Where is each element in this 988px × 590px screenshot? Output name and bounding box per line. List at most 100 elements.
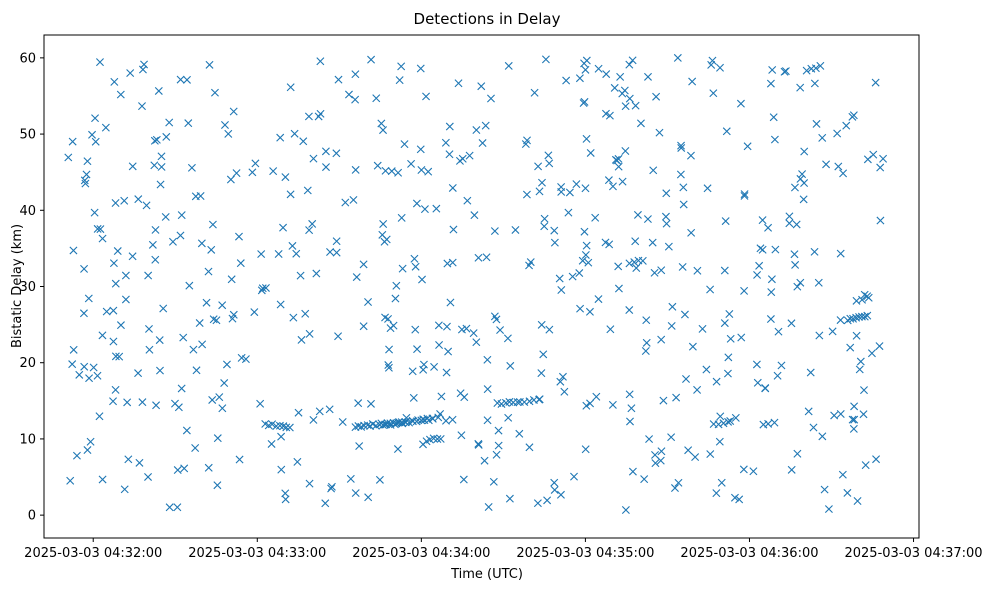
detection-point <box>397 213 406 222</box>
detection-point <box>753 378 762 387</box>
detection-point <box>156 180 165 189</box>
detection-point <box>584 258 593 267</box>
detection-point <box>235 455 244 464</box>
detection-point <box>530 88 539 97</box>
detection-point <box>401 418 410 427</box>
detection-point <box>628 56 637 65</box>
detection-point <box>679 200 688 209</box>
detection-point <box>349 195 358 204</box>
detection-point <box>575 269 584 278</box>
detection-point <box>618 89 627 98</box>
detection-point <box>796 83 805 92</box>
detection-point <box>437 392 446 401</box>
detection-point <box>836 249 845 258</box>
detection-point <box>381 166 390 175</box>
detection-point <box>661 212 670 221</box>
detection-point <box>582 134 591 143</box>
detection-point <box>706 285 715 294</box>
detection-point <box>800 147 809 156</box>
detection-point <box>572 180 581 189</box>
detection-point <box>814 278 823 287</box>
detection-point <box>400 140 409 149</box>
detection-point <box>205 60 214 69</box>
detection-point <box>764 223 773 232</box>
detection-point <box>820 485 829 494</box>
detection-point <box>872 455 881 464</box>
detection-point <box>140 60 149 69</box>
detection-point <box>334 332 343 341</box>
detection-point <box>234 232 243 241</box>
detection-point <box>120 196 129 205</box>
detection-point <box>301 309 310 318</box>
detection-point <box>581 250 590 259</box>
detection-point <box>68 137 77 146</box>
detection-point <box>148 240 157 249</box>
detection-point <box>687 228 696 237</box>
detection-point <box>749 467 758 476</box>
detection-point <box>152 135 161 144</box>
detection-point <box>209 315 218 324</box>
detection-point <box>581 445 590 454</box>
detection-point <box>89 363 98 372</box>
detection-point <box>650 268 659 277</box>
detection-point <box>543 496 552 505</box>
detection-point <box>846 343 855 352</box>
detection-point <box>859 410 868 419</box>
detection-point <box>257 250 266 259</box>
detection-point <box>667 433 676 442</box>
detection-point <box>128 162 137 171</box>
detection-point <box>109 306 118 315</box>
detection-point <box>630 258 639 267</box>
detection-point <box>267 439 276 448</box>
detection-point <box>739 465 748 474</box>
detection-point <box>602 70 611 79</box>
detection-point <box>81 179 90 188</box>
detection-point <box>69 246 78 255</box>
detection-point <box>182 75 191 84</box>
detection-point <box>522 190 531 199</box>
detection-point <box>364 297 373 306</box>
detection-point <box>770 418 779 427</box>
y-tick-label: 0 <box>28 509 36 524</box>
detection-point <box>372 94 381 103</box>
detection-point <box>651 459 660 468</box>
detection-point <box>526 258 535 267</box>
detection-point <box>674 478 683 487</box>
detection-point <box>799 195 808 204</box>
detection-point <box>557 183 566 192</box>
detection-point <box>483 355 492 364</box>
detection-point <box>580 97 589 106</box>
detection-point <box>115 352 124 361</box>
detection-point <box>558 372 567 381</box>
detection-point <box>344 90 353 99</box>
detection-point <box>686 151 695 160</box>
detection-point <box>456 389 465 398</box>
detection-point <box>379 126 388 135</box>
detection-point <box>412 199 421 208</box>
detection-point <box>322 163 330 172</box>
detection-point <box>680 310 689 319</box>
y-axis: 0 10 20 30 40 50 60 <box>19 51 44 524</box>
detection-point <box>442 322 451 331</box>
detection-point <box>257 286 266 295</box>
detection-point <box>709 89 718 98</box>
detection-point <box>670 484 679 493</box>
detection-point <box>608 182 617 191</box>
detection-point <box>625 94 634 103</box>
detection-point <box>828 327 837 336</box>
detection-point <box>237 353 246 362</box>
detection-point <box>229 310 238 319</box>
detection-point <box>449 225 458 234</box>
detection-point <box>638 256 647 265</box>
detection-point <box>824 505 833 514</box>
detection-point <box>177 384 186 393</box>
detection-point <box>157 162 166 171</box>
detection-point <box>740 190 749 199</box>
detection-point <box>351 70 360 79</box>
detection-point <box>441 138 450 147</box>
detection-point <box>446 298 455 307</box>
detection-point <box>98 234 107 243</box>
detection-point <box>651 450 659 459</box>
detection-point <box>123 398 132 407</box>
detection-point <box>109 337 118 346</box>
